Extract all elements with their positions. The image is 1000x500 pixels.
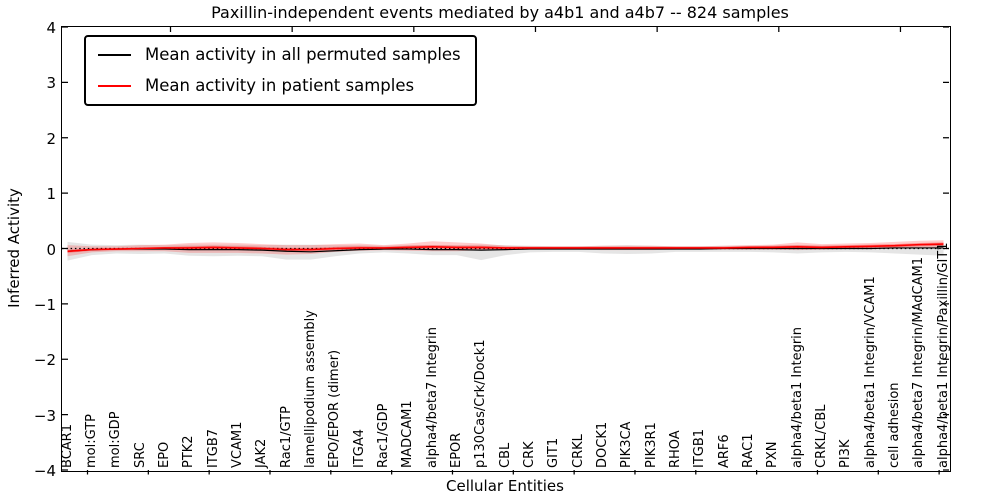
permuted-band	[67, 241, 944, 261]
plot-area: BCAR1 mol:GTP mol:GDP SRC EPO PTK2 ITGB7 VCAM1 J…	[60, 26, 951, 475]
permuted-mean-line	[67, 247, 944, 253]
y-axis-tick-labels: 4 3 2 1 0 −1 −2 −3 −4	[0, 20, 56, 479]
y-tick-label: −3	[33, 406, 56, 425]
legend-label-patient: Mean activity in patient samples	[145, 76, 415, 95]
y-tick-label: −2	[33, 351, 56, 370]
legend-red-line-icon	[98, 84, 131, 87]
y-tick-label: 0	[46, 240, 56, 259]
y-tick-label: 3	[46, 74, 56, 93]
y-tick-label: 1	[46, 185, 56, 204]
patient-mean-line	[67, 243, 944, 253]
chart-canvas	[62, 26, 949, 475]
y-tick-label: 4	[46, 19, 56, 37]
x-axis-label: Cellular Entities	[446, 477, 564, 495]
legend-label-permuted: Mean activity in all permuted samples	[145, 45, 461, 64]
chart-title: Paxillin-independent events mediated by …	[211, 3, 789, 22]
y-tick-label: 2	[46, 129, 56, 148]
legend-black-line-icon	[98, 53, 131, 56]
y-tick-label: −1	[33, 295, 56, 314]
legend-item-permuted: Mean activity in all permuted samples	[98, 45, 461, 64]
y-tick-label: −4	[33, 462, 56, 480]
legend: Mean activity in all permuted samples Me…	[84, 35, 477, 106]
legend-item-patient: Mean activity in patient samples	[98, 76, 461, 95]
